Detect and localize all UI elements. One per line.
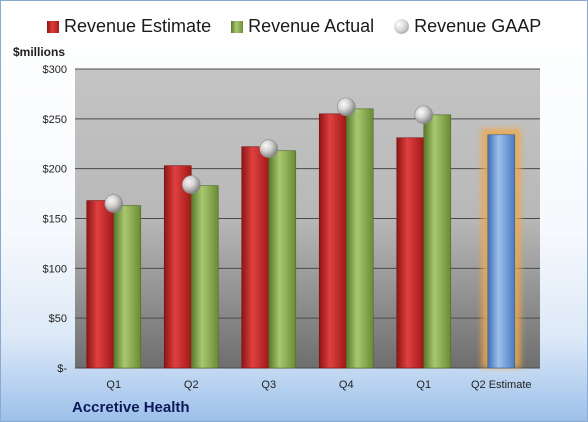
legend-item-actual: Revenue Actual bbox=[231, 16, 374, 37]
legend-swatch-estimate bbox=[47, 20, 59, 33]
legend-swatch-actual bbox=[231, 20, 244, 33]
bar-revenue-estimate bbox=[318, 113, 347, 369]
x-tick-label: Q2 bbox=[184, 379, 199, 391]
bar-revenue-actual bbox=[268, 150, 297, 369]
bar-revenue-actual bbox=[113, 205, 142, 369]
company-label: Accretive Health bbox=[72, 399, 190, 416]
legend-label-gaap: Revenue GAAP bbox=[414, 16, 542, 36]
y-tick-label: $50 bbox=[49, 313, 67, 325]
x-tick-label: Q1 bbox=[416, 379, 431, 391]
y-tick-label: $100 bbox=[43, 263, 67, 275]
bar-revenue-actual bbox=[423, 114, 452, 369]
legend-item-gaap: Revenue GAAP bbox=[394, 16, 541, 37]
gaap-markers bbox=[104, 97, 434, 213]
legend-marker-gaap bbox=[394, 19, 410, 34]
gaap-marker bbox=[336, 97, 356, 117]
gridlines bbox=[75, 68, 540, 369]
chart-legend: Revenue Estimate Revenue Actual Revenue … bbox=[47, 16, 541, 37]
gaap-marker bbox=[104, 194, 124, 213]
x-tick-label: Q3 bbox=[261, 379, 276, 391]
x-tick-label: Q1 bbox=[106, 379, 121, 391]
x-axis-ticks: Q1 Q2 Q3 Q4 Q1 Q2 Estimate bbox=[106, 379, 531, 391]
bar-revenue-actual bbox=[345, 108, 374, 369]
legend-label-estimate: Revenue Estimate bbox=[64, 16, 212, 36]
bar-revenue-estimate bbox=[241, 146, 270, 369]
y-axis-ticks: $- $50 $100 $150 $200 $250 $300 bbox=[43, 64, 68, 375]
y-tick-label: $200 bbox=[43, 164, 67, 176]
legend-label-actual: Revenue Actual bbox=[248, 16, 375, 36]
y-tick-label: $250 bbox=[43, 114, 67, 126]
gaap-marker bbox=[181, 175, 201, 194]
gaap-marker bbox=[259, 139, 279, 159]
y-tick-label: $- bbox=[57, 363, 67, 375]
y-tick-label: $150 bbox=[43, 214, 67, 226]
y-tick-label: $300 bbox=[43, 64, 67, 76]
bars bbox=[86, 108, 521, 369]
bar-revenue-actual bbox=[190, 185, 219, 369]
x-tick-label: Q2 Estimate bbox=[471, 379, 532, 391]
bar-revenue-estimate bbox=[163, 165, 192, 369]
bar-revenue-estimate bbox=[86, 200, 115, 369]
y-axis-unit-label: $millions bbox=[13, 45, 66, 59]
x-tick-label: Q4 bbox=[339, 379, 354, 391]
bar-revenue-estimate bbox=[396, 137, 425, 369]
gaap-marker bbox=[414, 105, 434, 125]
bar-revenue-projected bbox=[487, 134, 516, 369]
legend-item-estimate: Revenue Estimate bbox=[47, 16, 211, 37]
